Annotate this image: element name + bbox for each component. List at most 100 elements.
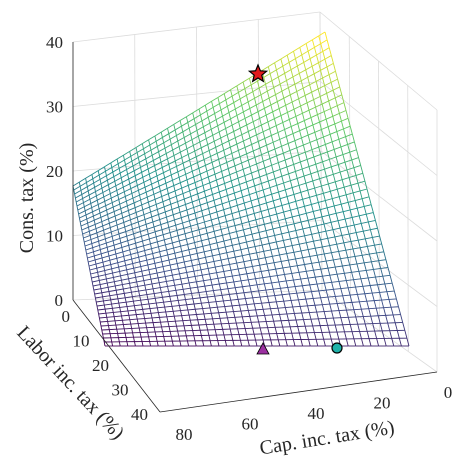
mesh-line	[291, 101, 295, 110]
mesh-line	[91, 174, 94, 179]
mesh-line	[312, 211, 316, 219]
mesh-line	[335, 179, 343, 183]
mesh-line	[305, 183, 309, 191]
mesh-line	[262, 277, 265, 284]
mesh-line	[154, 229, 163, 233]
mesh-line	[186, 207, 194, 211]
mesh-line	[152, 221, 155, 227]
mesh-line	[338, 136, 346, 140]
mesh-line	[285, 280, 289, 288]
mesh-line	[242, 286, 245, 293]
mesh-line	[91, 170, 99, 175]
mesh-line	[318, 62, 321, 71]
mesh-line	[254, 154, 262, 158]
mesh-line	[190, 260, 194, 266]
mesh-line	[386, 290, 395, 293]
mesh-line	[106, 180, 109, 185]
mesh-line	[354, 200, 358, 209]
mesh-line	[167, 321, 170, 327]
mesh-line	[326, 66, 330, 75]
mesh-line	[237, 299, 240, 306]
mesh-line	[123, 293, 126, 298]
mesh-line	[324, 144, 328, 153]
mesh-line	[182, 190, 190, 194]
mesh-line	[329, 191, 333, 199]
mesh-line	[216, 307, 220, 313]
mesh-line	[212, 103, 220, 108]
mesh-line	[188, 247, 196, 251]
mesh-line	[236, 168, 244, 173]
mesh-line	[162, 266, 165, 272]
mesh-line	[267, 151, 271, 159]
mesh-line	[193, 335, 196, 341]
mesh-line	[121, 182, 124, 188]
mesh-line	[272, 138, 280, 143]
mesh-line	[136, 247, 139, 253]
mesh-line	[290, 238, 293, 246]
mesh-line	[199, 330, 202, 336]
mesh-line	[330, 220, 339, 223]
mesh-line	[171, 209, 174, 215]
mesh-line	[117, 298, 120, 304]
mesh-line	[273, 87, 276, 95]
mesh-line	[99, 284, 102, 289]
mesh-line	[316, 195, 319, 203]
mesh-line	[161, 290, 169, 293]
mesh-line	[299, 43, 307, 48]
mesh-line	[371, 292, 375, 301]
mesh-line	[339, 110, 347, 114]
mesh-line	[189, 288, 193, 294]
mesh-line	[283, 333, 287, 340]
mesh-line	[178, 266, 186, 270]
mesh-line	[88, 231, 91, 236]
mesh-line	[215, 265, 223, 268]
mesh-line	[150, 312, 159, 314]
mesh-line	[198, 104, 206, 110]
mesh-line	[327, 205, 335, 209]
mesh-line	[94, 224, 97, 229]
mesh-line	[274, 294, 283, 296]
mesh-line	[320, 43, 324, 52]
mesh-line	[319, 96, 323, 105]
mesh-line	[288, 232, 291, 239]
mesh-line	[346, 192, 354, 196]
mesh-line	[323, 253, 327, 262]
mesh-line	[91, 240, 99, 245]
mesh-line	[234, 137, 238, 145]
mesh-line	[246, 273, 249, 280]
mesh-line	[327, 148, 335, 153]
mesh-line	[377, 284, 380, 293]
mesh-line	[227, 192, 235, 196]
mesh-line	[291, 299, 299, 301]
mesh-line	[176, 135, 179, 142]
mesh-line	[244, 118, 248, 126]
mesh-line	[348, 177, 352, 186]
mesh-line	[202, 246, 205, 252]
mesh-line	[332, 259, 336, 268]
mesh-line	[278, 72, 285, 78]
mesh-line	[120, 177, 123, 183]
mesh-line	[165, 244, 168, 250]
mesh-line	[207, 230, 215, 234]
mesh-line	[250, 198, 259, 202]
mesh-line	[184, 233, 187, 240]
mesh-line	[181, 249, 189, 252]
mesh-line	[264, 164, 272, 169]
mesh-line	[378, 259, 386, 262]
mesh-line	[182, 127, 190, 133]
mesh-line	[195, 124, 198, 131]
mesh-line	[323, 136, 326, 145]
mesh-line	[271, 194, 274, 201]
mesh-line	[185, 139, 193, 144]
mesh-line	[242, 285, 250, 288]
mesh-line	[321, 103, 325, 112]
mesh-line	[157, 206, 165, 210]
mesh-line	[96, 304, 105, 307]
mesh-line	[149, 308, 152, 314]
mesh-line	[216, 149, 224, 154]
mesh-line	[325, 260, 329, 269]
mesh-line	[263, 224, 267, 231]
mesh-line	[110, 262, 118, 265]
mesh-line	[115, 290, 118, 295]
mesh-line	[213, 324, 216, 330]
